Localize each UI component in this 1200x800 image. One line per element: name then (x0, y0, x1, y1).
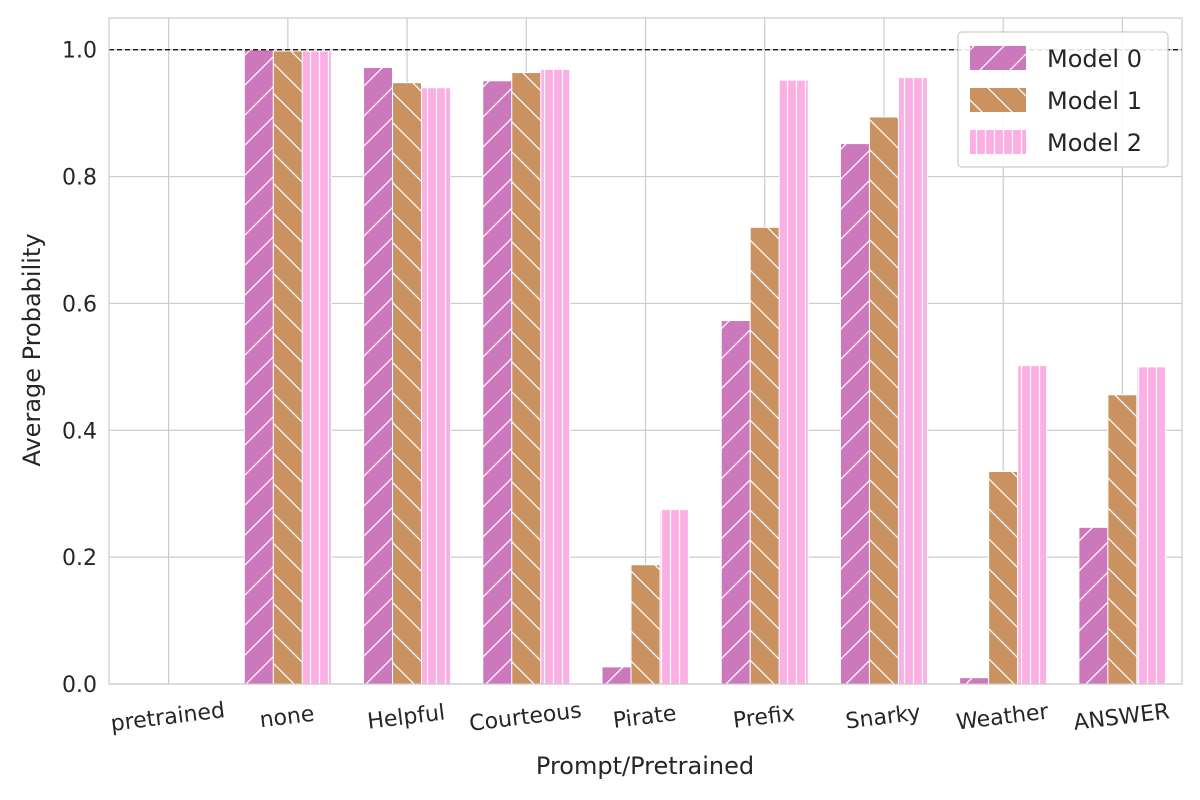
bar-hatch (1107, 394, 1138, 685)
plot-frame (108, 17, 1183, 685)
bar-hatch (1078, 526, 1109, 685)
bar-hatch (392, 82, 423, 685)
bar-hatch (301, 50, 332, 685)
bar-hatch (868, 116, 899, 685)
y-tick-label: 1.0 (62, 39, 97, 64)
bar-hatch (839, 143, 870, 685)
bar-hatch (897, 77, 928, 685)
x-tick-label: ANSWER (1072, 699, 1171, 736)
bar-hatch (511, 72, 542, 685)
x-tick-label: Snarky (844, 701, 922, 735)
bar-hatch (1136, 366, 1167, 685)
x-tick-label: Helpful (366, 700, 446, 734)
bar-hatch (363, 66, 394, 685)
y-tick-label: 0.6 (62, 292, 97, 317)
x-tick-label: pretrained (109, 698, 226, 737)
x-tick-label: Courteous (468, 698, 583, 737)
x-tick-label: none (258, 702, 316, 734)
bar-hatch (482, 80, 513, 685)
legend-label: Model 1 (1047, 87, 1142, 115)
bar-hatch (630, 564, 661, 685)
y-tick-labels: 0.0 0.2 0.4 0.6 0.8 1.0 (62, 39, 97, 698)
y-tick-label: 0.0 (62, 673, 97, 698)
x-tick-label: Pirate (612, 701, 678, 734)
bar-hatch (659, 509, 690, 685)
legend-swatch-hatch (970, 46, 1026, 70)
bar-hatch (720, 320, 751, 685)
x-tick-labels: pretrained none Helpful Courteous Pirate Pref… (109, 698, 1171, 737)
y-tick-label: 0.8 (62, 166, 97, 191)
x-tick-label: Weather (955, 699, 1051, 735)
legend-label: Model 2 (1047, 129, 1142, 157)
x-tick-label: Prefix (732, 701, 796, 733)
bar-hatch (601, 666, 632, 685)
bar-hatch (272, 50, 303, 685)
bar-hatch (421, 87, 452, 685)
bar-hatch (749, 226, 780, 685)
legend-swatch-hatch (970, 88, 1026, 112)
bars (243, 49, 1167, 685)
bar-hatch (778, 79, 809, 685)
bar-hatch (1017, 365, 1048, 685)
y-tick-label: 0.2 (62, 546, 97, 571)
y-tick-label: 0.4 (62, 419, 97, 444)
bar-hatch (988, 471, 1019, 685)
bar-hatch (540, 68, 571, 685)
x-axis-label: Prompt/Pretrained (536, 752, 754, 780)
bar-hatch (959, 677, 990, 685)
y-axis-label: Average Probability (18, 233, 46, 466)
legend-label: Model 0 (1047, 45, 1142, 73)
legend-swatch-hatch (970, 130, 1026, 154)
bar-hatch (243, 49, 274, 685)
legend: Model 0 Model 1 Model 2 (957, 31, 1169, 168)
